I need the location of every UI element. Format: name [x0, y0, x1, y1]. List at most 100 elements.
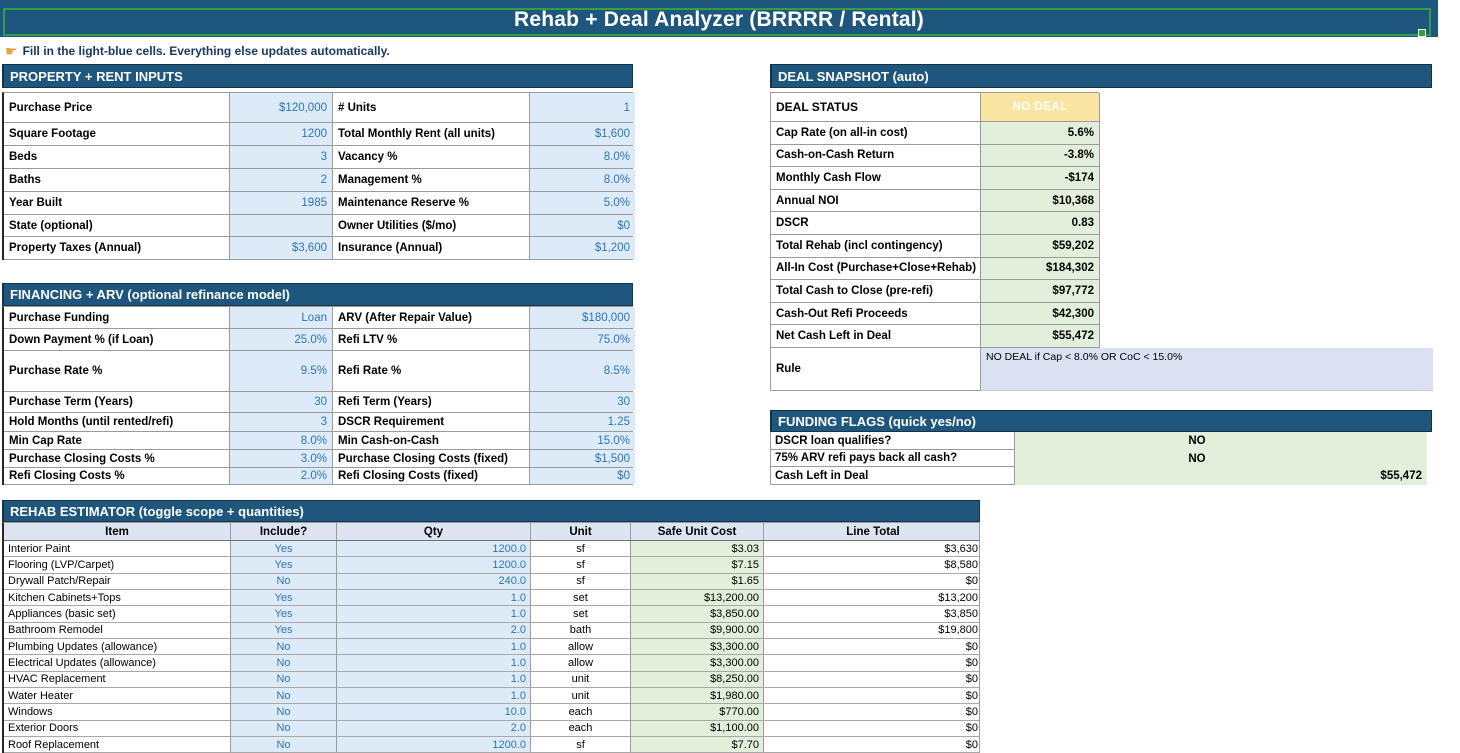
- table-row: Water Heater No 1.0 unit $1,980.00 $0: [4, 687, 979, 705]
- flag-value: $55,472: [1380, 470, 1422, 482]
- qty-input-cell[interactable]: 1.0: [337, 606, 531, 622]
- input-cell[interactable]: 30: [530, 392, 635, 412]
- table-row: Roof Replacement No 1200.0 sf $7.70 $0: [4, 736, 979, 753]
- output-row: Cash-on-Cash Return -3.8%: [770, 144, 1100, 168]
- qty-input-cell[interactable]: 1.0: [337, 687, 531, 704]
- funding-flags-table: DSCR loan qualifies? 75% ARV refi pays ba…: [770, 432, 1432, 485]
- qty-input-cell[interactable]: 10.0: [337, 704, 531, 720]
- input-cell[interactable]: 8.0%: [530, 146, 635, 168]
- qty-input-cell[interactable]: 1.0: [337, 671, 531, 687]
- input-cell[interactable]: $120,000: [230, 93, 333, 122]
- input-cell[interactable]: 8.0%: [230, 432, 333, 449]
- input-row: Purchase Rate % 9.5% Refi Rate % 8.5%: [4, 351, 635, 392]
- qty-input-cell[interactable]: 1200.0: [337, 541, 531, 557]
- financing-arv-section: FINANCING + ARV (optional refinance mode…: [2, 283, 635, 485]
- input-cell[interactable]: 1985: [230, 192, 333, 214]
- input-cell[interactable]: 1.25: [530, 413, 635, 431]
- deal-snapshot-section: DEAL SNAPSHOT (auto) DEAL STATUS NO DEAL…: [770, 64, 1433, 391]
- safe-unit-cost-cell: $13,200.00: [631, 589, 764, 606]
- rehab-estimator-section: REHAB ESTIMATOR (toggle scope + quantiti…: [2, 500, 980, 753]
- include-toggle-cell[interactable]: Yes: [231, 589, 337, 606]
- metric-label: Cap Rate (on all-in cost): [771, 122, 981, 145]
- include-toggle-cell[interactable]: Yes: [231, 557, 337, 573]
- deal-status-badge: NO DEAL: [981, 93, 1100, 122]
- qty-input-cell[interactable]: 1.0: [337, 589, 531, 606]
- section-header-flags: FUNDING FLAGS (quick yes/no): [770, 410, 1432, 432]
- input-cell[interactable]: $1,600: [530, 123, 635, 145]
- input-cell[interactable]: 2: [230, 169, 333, 191]
- flag-label: DSCR loan qualifies?: [770, 432, 1015, 450]
- qty-input-cell[interactable]: 2.0: [337, 720, 531, 736]
- input-cell[interactable]: $1,200: [530, 237, 635, 259]
- input-cell[interactable]: 1200: [230, 123, 333, 145]
- qty-input-cell[interactable]: 1.0: [337, 638, 531, 655]
- qty-input-cell[interactable]: 2.0: [337, 622, 531, 638]
- input-row: Refi Closing Costs % 2.0% Refi Closing Cos…: [4, 468, 635, 485]
- input-cell[interactable]: $0: [530, 468, 635, 484]
- input-cell[interactable]: [230, 215, 333, 236]
- input-cell[interactable]: 9.5%: [230, 351, 333, 391]
- input-cell[interactable]: 75.0%: [530, 329, 635, 350]
- include-toggle-cell[interactable]: Yes: [231, 622, 337, 638]
- qty-input-cell[interactable]: 1.0: [337, 655, 531, 671]
- input-cell[interactable]: 2.0%: [230, 468, 333, 484]
- metric-value-cell: $10,368: [981, 189, 1100, 213]
- field-label: Owner Utilities ($/mo): [333, 215, 530, 236]
- include-toggle-cell[interactable]: No: [231, 736, 337, 753]
- input-row: Purchase Funding Loan ARV (After Repair Va…: [4, 307, 635, 329]
- input-cell[interactable]: 3: [230, 146, 333, 168]
- field-label: Purchase Funding: [4, 307, 230, 328]
- include-toggle-cell[interactable]: No: [231, 671, 337, 687]
- output-row: Net Cash Left in Deal $55,472: [770, 325, 1100, 348]
- line-total-cell: $3,630: [944, 542, 978, 555]
- item-cell: Appliances (basic set): [4, 606, 231, 622]
- qty-input-cell[interactable]: 240.0: [337, 573, 531, 589]
- field-label: Purchase Closing Costs %: [4, 450, 230, 467]
- input-cell[interactable]: $0: [530, 215, 635, 236]
- item-cell: Drywall Patch/Repair: [4, 573, 231, 589]
- input-cell[interactable]: 30: [230, 392, 333, 412]
- safe-unit-cost-cell: $3,850.00: [631, 606, 764, 622]
- input-row: Min Cap Rate 8.0% Min Cash-on-Cash 15.0%: [4, 432, 635, 450]
- include-toggle-cell[interactable]: No: [231, 720, 337, 736]
- input-cell[interactable]: $3,600: [230, 237, 333, 259]
- include-toggle-cell[interactable]: No: [231, 655, 337, 671]
- input-cell[interactable]: $180,000: [530, 307, 635, 328]
- include-toggle-cell[interactable]: Yes: [231, 606, 337, 622]
- item-cell: Water Heater: [4, 687, 231, 704]
- input-cell[interactable]: $1,500: [530, 450, 635, 467]
- include-toggle-cell[interactable]: No: [231, 704, 337, 720]
- table-row: Plumbing Updates (allowance) No 1.0 allow $3…: [4, 638, 979, 656]
- input-cell[interactable]: 8.5%: [530, 351, 635, 391]
- field-label: Total Monthly Rent (all units): [333, 123, 530, 145]
- safe-unit-cost-cell: $8,250.00: [631, 671, 764, 687]
- column-header: Line Total: [846, 525, 900, 538]
- input-cell[interactable]: 25.0%: [230, 329, 333, 350]
- input-cell[interactable]: 3: [230, 413, 333, 431]
- qty-input-cell[interactable]: 1200.0: [337, 557, 531, 573]
- include-toggle-cell[interactable]: Yes: [231, 541, 337, 557]
- output-row: Cap Rate (on all-in cost) 5.6%: [770, 122, 1100, 145]
- include-toggle-cell[interactable]: No: [231, 573, 337, 589]
- include-toggle-cell[interactable]: No: [231, 638, 337, 655]
- qty-input-cell[interactable]: 1200.0: [337, 736, 531, 753]
- unit-cell: set: [531, 589, 631, 606]
- input-cell[interactable]: 3.0%: [230, 450, 333, 467]
- item-cell: Interior Paint: [4, 541, 231, 557]
- input-cell[interactable]: 8.0%: [530, 169, 635, 191]
- title-banner[interactable]: Rehab + Deal Analyzer (BRRRR / Rental): [0, 0, 1438, 37]
- input-cell[interactable]: 5.0%: [530, 192, 635, 214]
- metric-value-cell: -3.8%: [981, 144, 1100, 168]
- input-row: Beds 3 Vacancy % 8.0%: [4, 146, 635, 169]
- item-cell: Windows: [4, 704, 231, 720]
- metric-value-cell: $59,202: [981, 234, 1100, 258]
- item-cell: Electrical Updates (allowance): [4, 655, 231, 671]
- include-toggle-cell[interactable]: No: [231, 687, 337, 704]
- field-label: Beds: [4, 146, 230, 168]
- input-cell[interactable]: Loan: [230, 307, 333, 328]
- item-cell: Flooring (LVP/Carpet): [4, 557, 231, 573]
- input-cell[interactable]: 1: [530, 93, 635, 122]
- property-rent-inputs-section: PROPERTY + RENT INPUTS Purchase Price $12…: [2, 64, 635, 260]
- input-cell[interactable]: 15.0%: [530, 432, 635, 449]
